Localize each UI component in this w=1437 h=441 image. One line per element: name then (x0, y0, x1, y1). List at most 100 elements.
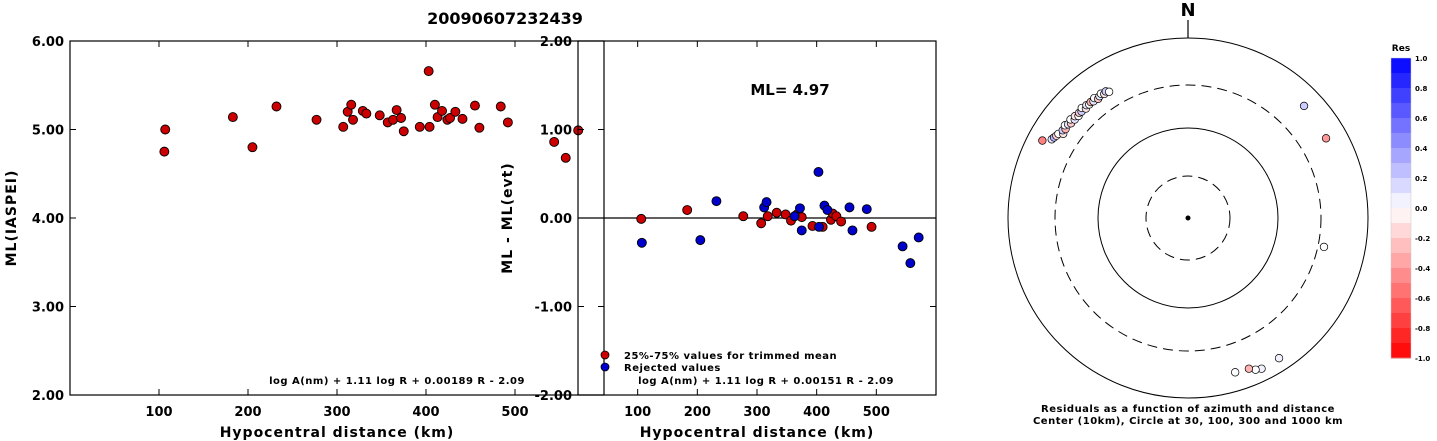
chart1-ticks: 100 200 300 400 500 2.00 3.00 4.00 5.00 6.00 (32, 35, 604, 420)
polar-station-point (1104, 87, 1114, 96)
colorbar-frame (1390, 57, 1412, 359)
chart2-point-blue (814, 221, 825, 232)
colorbar-segment (1391, 268, 1411, 284)
chart2-ytick-label: -1.00 (535, 301, 572, 316)
chart2-point-red (762, 211, 773, 222)
colorbar-segment (1391, 73, 1411, 89)
chart1-point-red (474, 122, 485, 133)
colorbar-tick-label: 0.4 (1415, 145, 1428, 153)
chart2-ytick-label: -2.00 (535, 389, 572, 404)
chart1-points (159, 66, 584, 163)
chart2-point-red (738, 211, 749, 222)
chart1-point-red (247, 142, 258, 153)
colorbar-tick-label: -0.6 (1415, 295, 1430, 303)
chart1-formula: log A(nm) + 1.11 log R + 0.00189 R - 2.0… (269, 376, 525, 387)
chart1-point-red (391, 105, 402, 115)
colorbar-tick-label: 0.0 (1415, 205, 1428, 213)
chart2-formula: log A(nm) + 1.11 log R + 0.00151 R - 2.0… (638, 376, 894, 387)
chart1-point-red (160, 124, 171, 135)
chart2-xtick-label: 500 (863, 405, 890, 420)
chart1-point-red (560, 152, 571, 163)
chart2-point-blue (796, 225, 807, 236)
colorbar-segment (1391, 148, 1411, 164)
colorbar-segment (1391, 313, 1411, 329)
chart1-point-red (450, 106, 461, 117)
legend-label-trimmed: 25%-75% values for trimmed mean (624, 351, 837, 362)
colorbar-segment (1391, 88, 1411, 104)
chart1-xtick-label: 200 (234, 405, 261, 420)
colorbar-segment (1391, 223, 1411, 239)
chart2-ytick-label: 1.00 (540, 124, 572, 139)
chart1-xtick-label: 300 (323, 405, 350, 420)
chart1-point-red (470, 100, 480, 111)
chart2-point-blue (822, 205, 833, 215)
chart2-xlabel: Hypocentral distance (km) (640, 425, 875, 441)
chart1-point-red (549, 136, 560, 147)
chart1-point-red (227, 112, 238, 123)
chart2-xtick-label: 400 (803, 405, 830, 420)
chart1-point-red (348, 114, 358, 125)
chart2-point-blue (813, 167, 824, 177)
chart1-xlabel: Hypocentral distance (km) (220, 425, 455, 441)
chart2-point-blue (913, 232, 924, 243)
chart1-point-red (445, 113, 455, 123)
colorbar-tick-label: -0.2 (1415, 235, 1430, 243)
chart2-point-red (836, 216, 847, 227)
chart2-xtick-label: 100 (624, 405, 651, 420)
chart1-point-red (338, 121, 349, 132)
polar-station-point (1319, 242, 1329, 252)
chart1-point-red (423, 66, 434, 77)
chart1-point-red (396, 113, 407, 123)
polar-ring-30 (1145, 175, 1231, 261)
chart1-ytick-label: 4.00 (32, 212, 64, 227)
chart2-point-blue (789, 211, 800, 222)
chart1-ytick-label: 6.00 (32, 35, 64, 50)
chart1-point-red (271, 101, 282, 112)
chart1-point-red (361, 108, 372, 119)
colorbar-segment (1391, 283, 1411, 299)
legend-marker-trimmed (600, 350, 610, 360)
chart2-point-blue (844, 202, 855, 213)
chart2-xtick-label: 300 (743, 405, 770, 420)
chart2-point-blue (905, 258, 916, 269)
chart2-point-blue (897, 241, 908, 252)
chart1-ylabel: ML(IASPEI) (4, 170, 20, 267)
polar-station-point (1038, 136, 1047, 145)
colorbar-tick-label: 1.0 (1415, 55, 1428, 63)
polar-station-point (1299, 101, 1309, 111)
chart2-point-blue (761, 197, 772, 208)
colorbar-segment (1391, 253, 1411, 269)
chart2-point-red (771, 207, 782, 218)
chart2-point-blue (795, 203, 805, 214)
chart1-point-red (414, 121, 425, 132)
colorbar-tick-label: 0.6 (1415, 115, 1428, 123)
chart2-point-blue (847, 225, 858, 236)
chart2-ytick-label: 0.00 (540, 212, 572, 227)
chart2-point-blue (636, 237, 647, 248)
chart1-ytick-label: 2.00 (32, 389, 64, 404)
chart2-point-red (756, 218, 767, 229)
polar-caption-line1: Residuals as a function of azimuth and d… (1041, 404, 1335, 415)
polar-ring-1000 (1007, 37, 1369, 399)
chart2-point-red (682, 205, 693, 215)
chart2-ylabel: ML - ML(evt) (500, 162, 516, 273)
colorbar-segment (1391, 328, 1411, 344)
chart2-ticks: 100 200 300 400 500 -2.00 -1.00 0.00 1.00 2.00 (535, 35, 936, 420)
colorbar-title: Res (1392, 44, 1410, 54)
chart1-point-red (502, 117, 513, 128)
chart1-xtick-label: 100 (145, 405, 172, 420)
polar-ring-300 (1054, 84, 1322, 352)
polar-ring-100 (1097, 127, 1279, 309)
chart2-point-blue (861, 204, 872, 215)
colorbar-segment (1391, 238, 1411, 254)
polar-station-point (1231, 368, 1240, 377)
legend-label-rejected: Rejected values (624, 363, 721, 374)
colorbar-segment (1391, 163, 1411, 179)
chart1-point-red (437, 105, 447, 116)
chart1-point-red (457, 113, 468, 124)
figure-title: 20090607232439 (427, 9, 583, 28)
chart1-point-red (374, 110, 385, 121)
chart1-point-red (495, 101, 506, 112)
polar-caption-line2: Center (10km), Circle at 30, 100, 300 an… (1033, 416, 1343, 427)
